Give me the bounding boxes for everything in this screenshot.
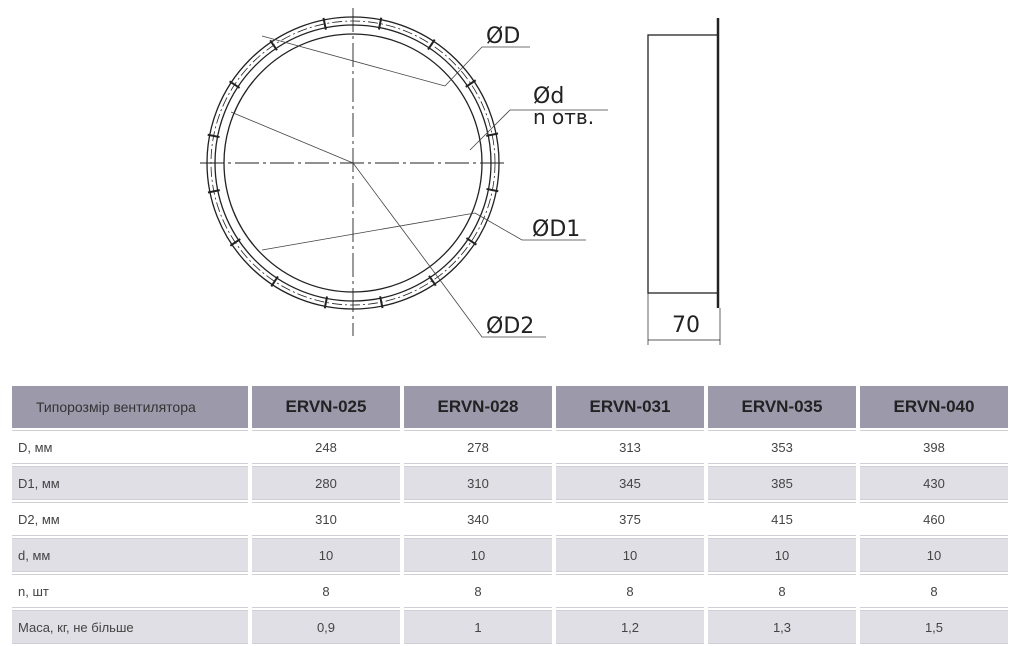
row-label: D1, мм	[12, 466, 248, 500]
label-hole-count: n отв.	[533, 105, 594, 129]
cell: 248	[252, 430, 400, 464]
row-label: Маса, кг, не більше	[12, 610, 248, 644]
cell: 415	[708, 502, 856, 536]
cell: 278	[404, 430, 552, 464]
label-d1: ØD1	[532, 217, 580, 242]
cell: 430	[860, 466, 1008, 500]
hole-mark	[207, 189, 220, 194]
leader	[469, 109, 608, 151]
table-row: D, мм 248 278 313 353 398	[12, 430, 1008, 464]
cell: 1	[404, 610, 552, 644]
row-label: D, мм	[12, 430, 248, 464]
hole-mark	[323, 296, 329, 309]
cell: 8	[860, 574, 1008, 608]
hole-mark	[465, 237, 477, 246]
hole-mark	[229, 80, 241, 89]
cell: 375	[556, 502, 704, 536]
label-d2: ØD2	[486, 314, 534, 339]
flange-front-view	[200, 8, 508, 336]
leader	[439, 279, 546, 338]
cell: 313	[556, 430, 704, 464]
cell: 1,3	[708, 610, 856, 644]
table-row: D1, мм 280 310 345 385 430	[12, 466, 1008, 500]
leader	[474, 212, 586, 241]
hole-mark	[428, 275, 437, 287]
hole-mark	[377, 17, 383, 30]
hole-mark	[486, 132, 499, 137]
label-width: 70	[672, 313, 700, 338]
cell: 1,2	[556, 610, 704, 644]
cell: 10	[404, 538, 552, 572]
cell: 460	[860, 502, 1008, 536]
leader	[261, 35, 446, 87]
leader	[261, 212, 476, 251]
cell: 353	[708, 430, 856, 464]
table-row: d, мм 10 10 10 10 10	[12, 538, 1008, 572]
side-body	[647, 34, 719, 294]
cell: 10	[860, 538, 1008, 572]
cell: 385	[708, 466, 856, 500]
cell: 8	[252, 574, 400, 608]
leader	[444, 46, 530, 87]
cell: 0,9	[252, 610, 400, 644]
label-d: ØD	[486, 24, 520, 49]
row-label: d, мм	[12, 538, 248, 572]
table-body: D, мм 248 278 313 353 398 D1, мм 280 310 345 385 43…	[12, 430, 1008, 644]
leader	[352, 162, 441, 281]
hole-mark	[229, 238, 241, 247]
cell: 8	[404, 574, 552, 608]
header-cell: ERVN-040	[860, 386, 1008, 428]
hole-mark	[427, 39, 436, 51]
label-hole: Ød	[533, 84, 564, 109]
hole-marks	[207, 17, 499, 309]
hole-mark	[207, 133, 220, 139]
header-row: Типорозмір вентилятора ERVN-025 ERVN-028 ER…	[12, 386, 1008, 428]
cell: 8	[556, 574, 704, 608]
cell: 398	[860, 430, 1008, 464]
cell: 1,5	[860, 610, 1008, 644]
cell: 10	[708, 538, 856, 572]
header-cell: ERVN-028	[404, 386, 552, 428]
hole-mark	[269, 39, 278, 51]
side-view	[647, 18, 721, 345]
header-cell: ERVN-025	[252, 386, 400, 428]
header-cell: ERVN-031	[556, 386, 704, 428]
cell: 10	[252, 538, 400, 572]
leader	[230, 111, 354, 164]
table-row: Маса, кг, не більше 0,9 1 1,2 1,3 1,5	[12, 610, 1008, 644]
row-label: n, шт	[12, 574, 248, 608]
hole-mark	[465, 79, 477, 88]
hole-mark	[486, 187, 499, 193]
row-label: D2, мм	[12, 502, 248, 536]
cell: 280	[252, 466, 400, 500]
cell: 340	[404, 502, 552, 536]
table-row: D2, мм 310 340 375 415 460	[12, 502, 1008, 536]
cell: 310	[404, 466, 552, 500]
header-cell: ERVN-035	[708, 386, 856, 428]
header-cell: Типорозмір вентилятора	[12, 386, 248, 428]
technical-drawing: ØD Ød n отв. ØD1 ØD2 70	[200, 8, 721, 345]
table-row: n, шт 8 8 8 8 8	[12, 574, 1008, 608]
hole-mark	[322, 17, 327, 30]
spec-table: Типорозмір вентилятора ERVN-025 ERVN-028 ER…	[8, 384, 1012, 646]
cell: 345	[556, 466, 704, 500]
cell: 10	[556, 538, 704, 572]
cell: 310	[252, 502, 400, 536]
hole-mark	[270, 275, 279, 287]
cell: 8	[708, 574, 856, 608]
dimension-lines	[230, 35, 608, 338]
hole-mark	[379, 296, 384, 309]
